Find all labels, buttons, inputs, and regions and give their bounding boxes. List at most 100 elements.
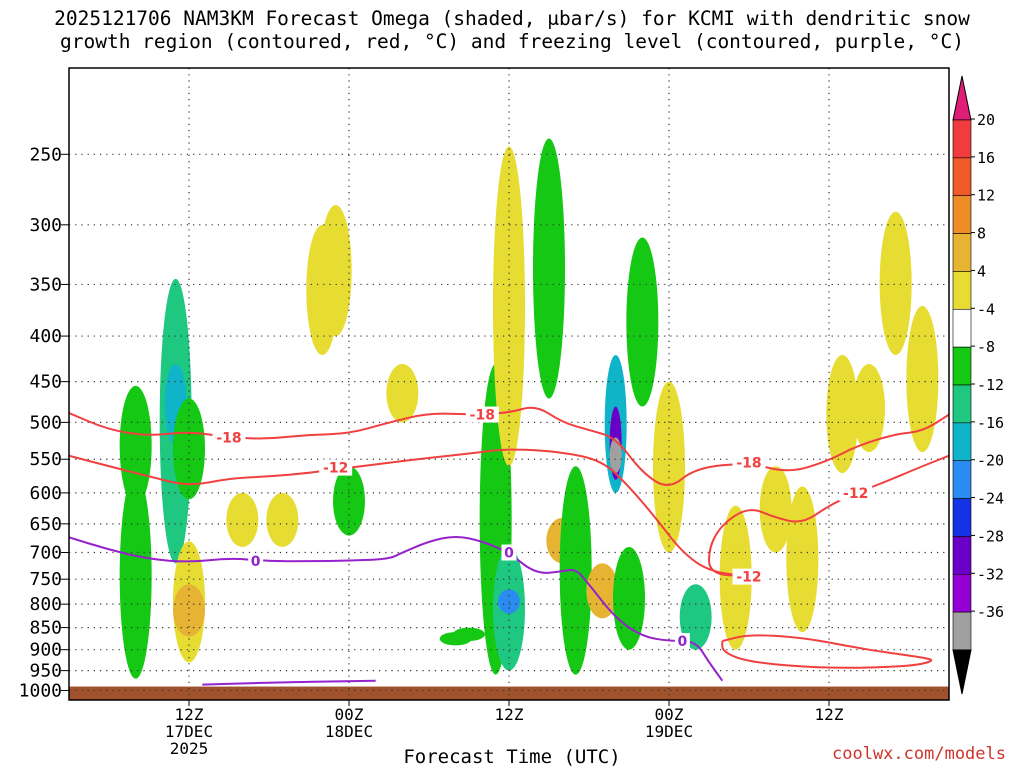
y-tick-label-1000: 1000 <box>19 680 62 701</box>
colorbar-bin-1 <box>952 611 972 651</box>
colorbar-label-2: 12 <box>977 187 995 205</box>
y-tick-label-650: 650 <box>29 514 62 535</box>
contour-label-bg-3-0 <box>248 553 264 570</box>
omega-feature-10 <box>319 204 352 337</box>
colorbar: 20 16 12 8 4 -4 -8 -12 -16 -20 -24 -28 -32 -36 <box>952 75 1004 695</box>
contour-label-bg-0-1 <box>465 406 499 423</box>
terrain-fill <box>69 686 949 700</box>
colorbar-bin-13 <box>952 157 972 197</box>
omega-feature-16 <box>493 146 525 467</box>
colorbar-bin-12 <box>952 195 972 234</box>
contour-label-1-2: -12 <box>843 486 868 502</box>
colorbar-label-7: -12 <box>977 376 1004 394</box>
omega-feature-36 <box>906 305 939 453</box>
colorbar-label-1: 16 <box>977 149 995 167</box>
colorbar-bin-3 <box>952 536 972 575</box>
x-tick-label-1-1: 18DEC <box>325 722 373 741</box>
contour-label-bg-3-1 <box>501 544 517 561</box>
omega-feature-24 <box>609 437 622 474</box>
colorbar-label-11: -28 <box>977 527 1004 545</box>
colorbar-bin-6 <box>952 422 972 462</box>
contour-label-0-2: -18 <box>736 456 761 472</box>
contour-label-0-1: -18 <box>470 408 495 424</box>
y-tick-label-300: 300 <box>29 215 62 236</box>
contour-label-bg-1-1 <box>732 568 766 585</box>
colorbar-bin-8 <box>952 346 972 386</box>
contour-label-bg-3-2 <box>674 633 690 650</box>
omega-feature-4 <box>173 398 205 500</box>
colorbar-label-3: 8 <box>977 225 986 243</box>
omega-feature-28 <box>653 381 685 553</box>
omega-feature-6 <box>173 584 205 637</box>
colorbar-label-8: -16 <box>977 414 1004 432</box>
x-tick-label-3-1: 19DEC <box>645 722 693 741</box>
contour-label-bg-1-0 <box>319 459 353 476</box>
colorbar-bin-9 <box>952 308 972 348</box>
colorbar-label-10: -24 <box>977 490 1004 508</box>
y-tick-label-850: 850 <box>29 618 62 639</box>
colorbar-label-6: -8 <box>977 338 995 356</box>
axes: 2503003504004505005506006507007508008509… <box>19 67 950 758</box>
x-tick-label-4-0: 12Z <box>815 705 844 724</box>
omega-feature-34 <box>853 364 885 453</box>
colorbar-label-5: -4 <box>977 300 995 318</box>
colorbar-label-12: -32 <box>977 565 1004 583</box>
colorbar-bin-14 <box>952 119 972 159</box>
contour-label-3-1: 0 <box>504 546 514 562</box>
chart-title-line-1: 2025121706 NAM3KM Forecast Omega (shaded… <box>54 7 970 30</box>
omega-feature-11 <box>333 466 365 536</box>
x-tick-label-0-1: 17DEC <box>165 722 213 741</box>
colorbar-bin-7 <box>952 384 972 424</box>
omega-feature-35 <box>879 211 912 355</box>
colorbar-bin-2 <box>952 573 972 613</box>
contour-labels: -18 -18 -18 -12 -12 -12 0 0 0 <box>212 406 873 650</box>
contour-1 <box>69 448 949 577</box>
colorbar-label-13: -36 <box>977 603 1004 621</box>
x-tick-label-0-2: 2025 <box>170 739 209 758</box>
contour-label-bg-0-2 <box>732 454 766 471</box>
contour-label-1-1: -12 <box>736 570 761 586</box>
y-tick-label-250: 250 <box>29 144 62 165</box>
contour-label-bg-1-2 <box>839 484 873 501</box>
omega-feature-19 <box>533 138 565 399</box>
contour-3 <box>69 536 724 682</box>
y-tick-label-900: 900 <box>29 640 62 661</box>
y-tick-label-700: 700 <box>29 543 62 564</box>
contour-label-3-0: 0 <box>251 554 261 570</box>
omega-feature-7 <box>226 492 259 547</box>
credit-link[interactable]: coolwx.com/models <box>832 744 1006 764</box>
colorbar-bin-5 <box>952 460 972 499</box>
y-tick-label-600: 600 <box>29 483 62 504</box>
x-axis-label: Forecast Time (UTC) <box>403 746 621 768</box>
y-tick-label-400: 400 <box>29 326 62 347</box>
contour-label-3-2: 0 <box>677 634 687 650</box>
x-tick-label-0-0: 12Z <box>175 705 204 724</box>
colorbar-bin-10 <box>952 271 972 310</box>
y-tick-label-550: 550 <box>29 449 62 470</box>
omega-feature-25 <box>586 563 619 619</box>
contour-label-bg-0-0 <box>212 429 246 446</box>
plot-frame <box>68 67 950 701</box>
contour-label-0-0: -18 <box>216 431 241 447</box>
omega-feature-1 <box>119 385 152 506</box>
omega-feature-12 <box>386 364 419 423</box>
contour-4 <box>202 679 376 686</box>
contour-label-1-0: -12 <box>323 461 348 477</box>
y-tick-label-450: 450 <box>29 372 62 393</box>
colorbar-bin-4 <box>952 498 972 537</box>
omega-shading <box>119 138 939 679</box>
omega-feature-8 <box>266 492 299 547</box>
x-tick-label-1-0: 00Z <box>335 705 364 724</box>
y-tick-label-800: 800 <box>29 594 62 615</box>
y-tick-label-950: 950 <box>29 661 62 682</box>
chart-title-line-2: growth region (contoured, red, °C) and f… <box>60 30 964 53</box>
colorbar-label-9: -20 <box>977 452 1004 470</box>
y-tick-label-750: 750 <box>29 569 62 590</box>
contour-2 <box>721 634 933 669</box>
colorbar-label-0: 20 <box>977 111 995 129</box>
omega-feature-32 <box>786 486 819 633</box>
omega-feature-26 <box>613 546 645 650</box>
omega-feature-31 <box>759 466 792 553</box>
colorbar-bottom-arrow <box>952 649 972 695</box>
